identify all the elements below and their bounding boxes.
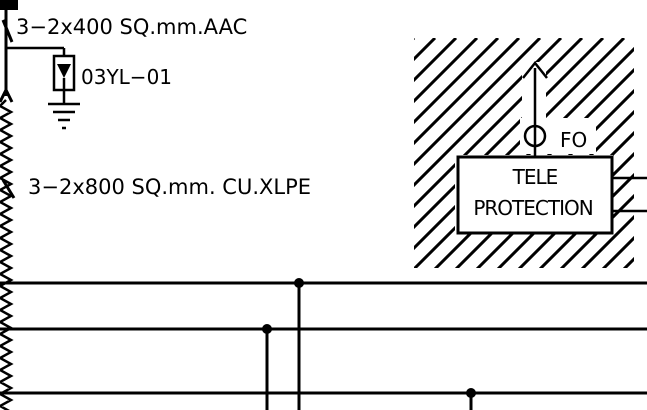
cable-bottom-label: 3−2x800 SQ.mm. CU.XLPE [28,175,311,199]
arrester-label: 03YL−01 [81,65,172,89]
zigzag-cable [0,99,14,410]
teleprotection-line2: PROTECTION [473,196,592,220]
surge-arrester-icon [6,46,80,130]
cable-arrow-icon [0,86,14,103]
cable-top-label: 3−2x400 SQ.mm.AAC [16,15,247,39]
fibre-label: FO [560,128,587,152]
fibre-link-icon [522,60,548,157]
teleprotection-line1: TELE [512,165,558,189]
bus-mark [0,0,18,10]
junction-dot-1 [294,278,304,288]
junction-dot-3 [466,388,476,398]
junction-dot-2 [262,324,272,334]
